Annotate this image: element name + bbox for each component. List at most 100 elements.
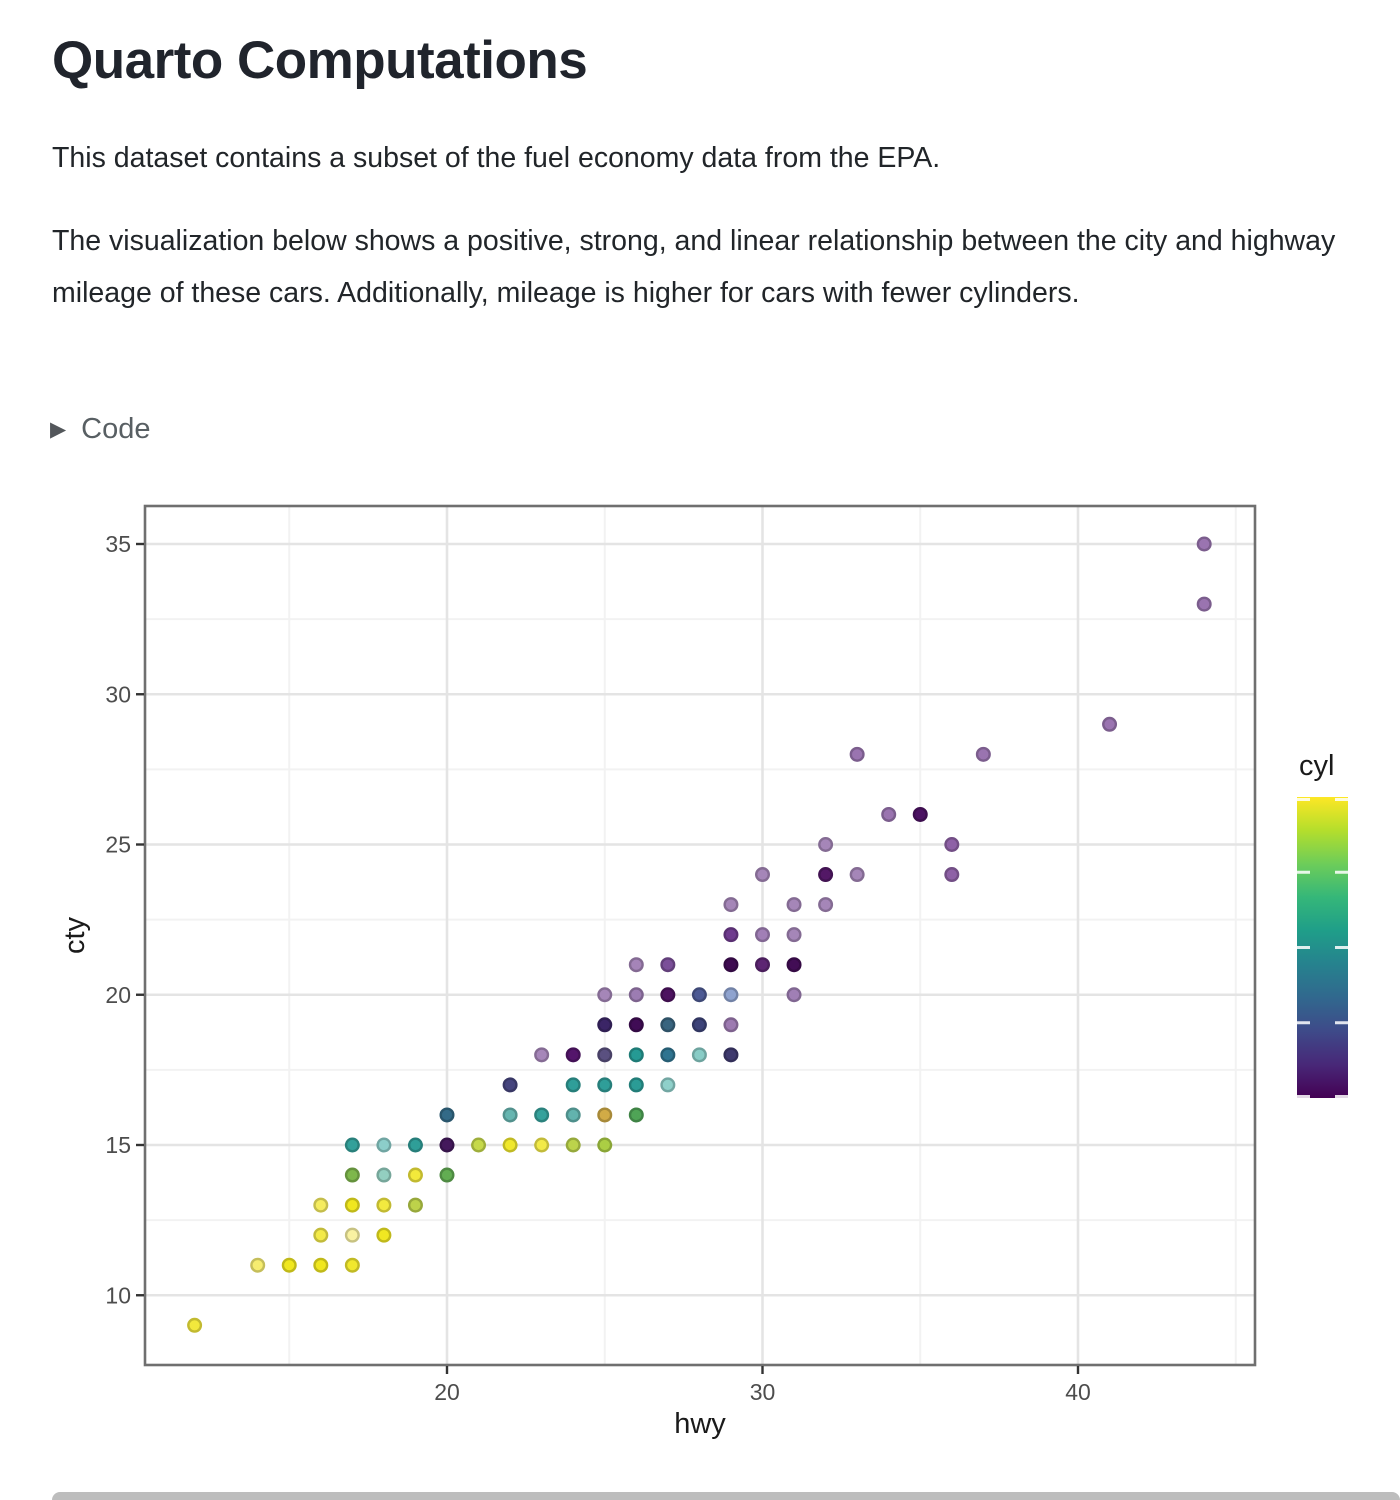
data-point <box>344 1257 360 1273</box>
data-point <box>1102 716 1118 732</box>
data-point <box>407 1167 423 1183</box>
data-point <box>818 867 834 883</box>
data-point <box>534 1047 550 1063</box>
y-axis-tick-label: 25 <box>105 832 131 858</box>
data-point <box>628 1107 644 1123</box>
x-axis-title: hwy <box>674 1408 726 1440</box>
legend-colorbar-tick <box>1297 870 1310 874</box>
data-point <box>597 1077 613 1093</box>
page-title: Quarto Computations <box>52 31 588 90</box>
legend-colorbar-tick <box>1335 798 1348 801</box>
intro-paragraph: This dataset contains a subset of the fu… <box>52 142 941 174</box>
data-point <box>439 1137 455 1153</box>
legend-colorbar-tick <box>1297 1021 1310 1025</box>
legend-colorbar-tick <box>1335 870 1348 874</box>
data-point <box>786 897 802 913</box>
data-point <box>723 897 739 913</box>
legend-colorbar-tick <box>1297 946 1310 949</box>
data-point <box>628 1047 644 1063</box>
data-point <box>849 746 865 762</box>
data-point <box>1196 536 1212 552</box>
data-point <box>407 1197 423 1213</box>
scatter-plot-figure: 20 30 40 10 15 20 25 30 35 hwy cty cyl <box>0 460 1400 1470</box>
data-point <box>660 1077 676 1093</box>
hwy-cty-scatter-chart: 20 30 40 10 15 20 25 30 35 hwy cty cyl <box>59 504 1348 1440</box>
x-axis-tick-label: 40 <box>1065 1379 1091 1405</box>
legend-colorbar-tick <box>1297 798 1310 801</box>
data-point <box>755 927 771 943</box>
data-point <box>281 1257 297 1273</box>
data-point <box>849 867 865 883</box>
data-point <box>691 1017 707 1033</box>
code-toggle-label: Code <box>81 413 151 445</box>
data-point <box>313 1227 329 1243</box>
y-axis-tick-label: 30 <box>105 681 131 707</box>
data-point <box>502 1107 518 1123</box>
data-point <box>628 1077 644 1093</box>
data-point <box>439 1167 455 1183</box>
data-point <box>628 957 644 973</box>
data-point <box>313 1257 329 1273</box>
data-point <box>376 1167 392 1183</box>
data-point <box>723 1017 739 1033</box>
data-point <box>691 987 707 1003</box>
plot-panel <box>145 506 1255 1365</box>
data-point <box>597 1107 613 1123</box>
data-point <box>439 1107 455 1123</box>
data-point <box>502 1137 518 1153</box>
data-point <box>755 867 771 883</box>
data-point <box>660 987 676 1003</box>
data-point <box>344 1137 360 1153</box>
data-point <box>534 1137 550 1153</box>
y-axis-tick-label: 15 <box>105 1132 131 1158</box>
legend-colorbar-tick <box>1335 1021 1348 1025</box>
data-point <box>344 1227 360 1243</box>
data-point <box>597 1047 613 1063</box>
data-point <box>565 1077 581 1093</box>
data-point <box>344 1197 360 1213</box>
x-axis-tick-label: 20 <box>434 1379 460 1405</box>
data-point <box>881 806 897 822</box>
data-point <box>660 957 676 973</box>
data-point <box>534 1107 550 1123</box>
panel-border <box>143 504 1257 1367</box>
legend-colorbar-tick <box>1335 946 1348 949</box>
data-point <box>786 987 802 1003</box>
data-point <box>755 957 771 973</box>
data-point <box>471 1137 487 1153</box>
data-point <box>723 927 739 943</box>
code-block-top-edge <box>52 1492 1400 1500</box>
data-point <box>313 1197 329 1213</box>
data-point <box>597 987 613 1003</box>
data-point <box>502 1077 518 1093</box>
data-point <box>565 1107 581 1123</box>
data-point <box>818 897 834 913</box>
data-point <box>344 1167 360 1183</box>
caret-right-icon: ▶ <box>50 418 67 441</box>
data-point <box>944 837 960 853</box>
data-point <box>660 1047 676 1063</box>
y-axis-tick-label: 35 <box>105 531 131 557</box>
data-point <box>723 957 739 973</box>
data-point <box>723 987 739 1003</box>
data-point <box>376 1137 392 1153</box>
data-point <box>376 1197 392 1213</box>
data-point <box>250 1257 266 1273</box>
data-point <box>565 1137 581 1153</box>
y-axis-title: cty <box>59 916 91 954</box>
y-axis-tick-label: 10 <box>105 1282 131 1308</box>
data-point <box>407 1137 423 1153</box>
data-point <box>818 837 834 853</box>
data-point <box>628 987 644 1003</box>
code-fold-toggle[interactable]: ▶ Code <box>50 413 150 446</box>
y-axis-tick-label: 20 <box>105 982 131 1008</box>
data-point <box>187 1317 203 1333</box>
data-point <box>597 1137 613 1153</box>
data-point <box>975 746 991 762</box>
legend-colorbar-tick <box>1335 1095 1348 1098</box>
x-axis-tick-label: 30 <box>750 1379 776 1405</box>
data-point <box>660 1017 676 1033</box>
description-paragraph: The visualization below shows a positive… <box>52 225 1336 309</box>
data-point <box>628 1017 644 1033</box>
data-point <box>944 867 960 883</box>
